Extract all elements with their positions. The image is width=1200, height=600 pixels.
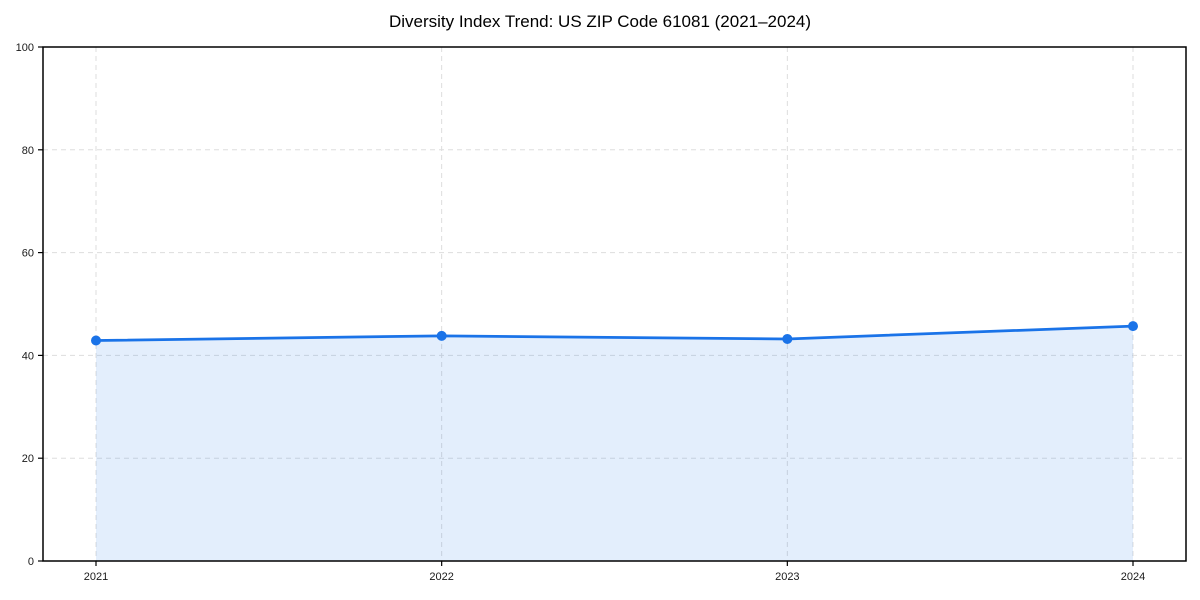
x-tick-label: 2022	[429, 571, 453, 583]
y-tick-label: 100	[16, 42, 34, 54]
chart-title: Diversity Index Trend: US ZIP Code 61081…	[388, 12, 812, 31]
x-tick-label: 2021	[84, 571, 108, 583]
x-tick-label: 2023	[775, 571, 799, 583]
x-tick-label: 2024	[1121, 571, 1145, 583]
area-fill	[96, 326, 1133, 561]
y-tick-label: 80	[22, 145, 34, 157]
data-point-2024	[1128, 321, 1138, 332]
y-tick-label: 40	[22, 350, 34, 362]
data-point-2022	[436, 330, 447, 341]
y-tick-label: 0	[28, 556, 34, 568]
trend-line	[94, 324, 1135, 342]
axes-frame	[42, 46, 1187, 562]
data-point-2021	[91, 335, 101, 346]
y-tick-label: 60	[22, 248, 34, 260]
y-tick-label: 20	[22, 453, 34, 465]
data-point-2023	[782, 333, 793, 344]
